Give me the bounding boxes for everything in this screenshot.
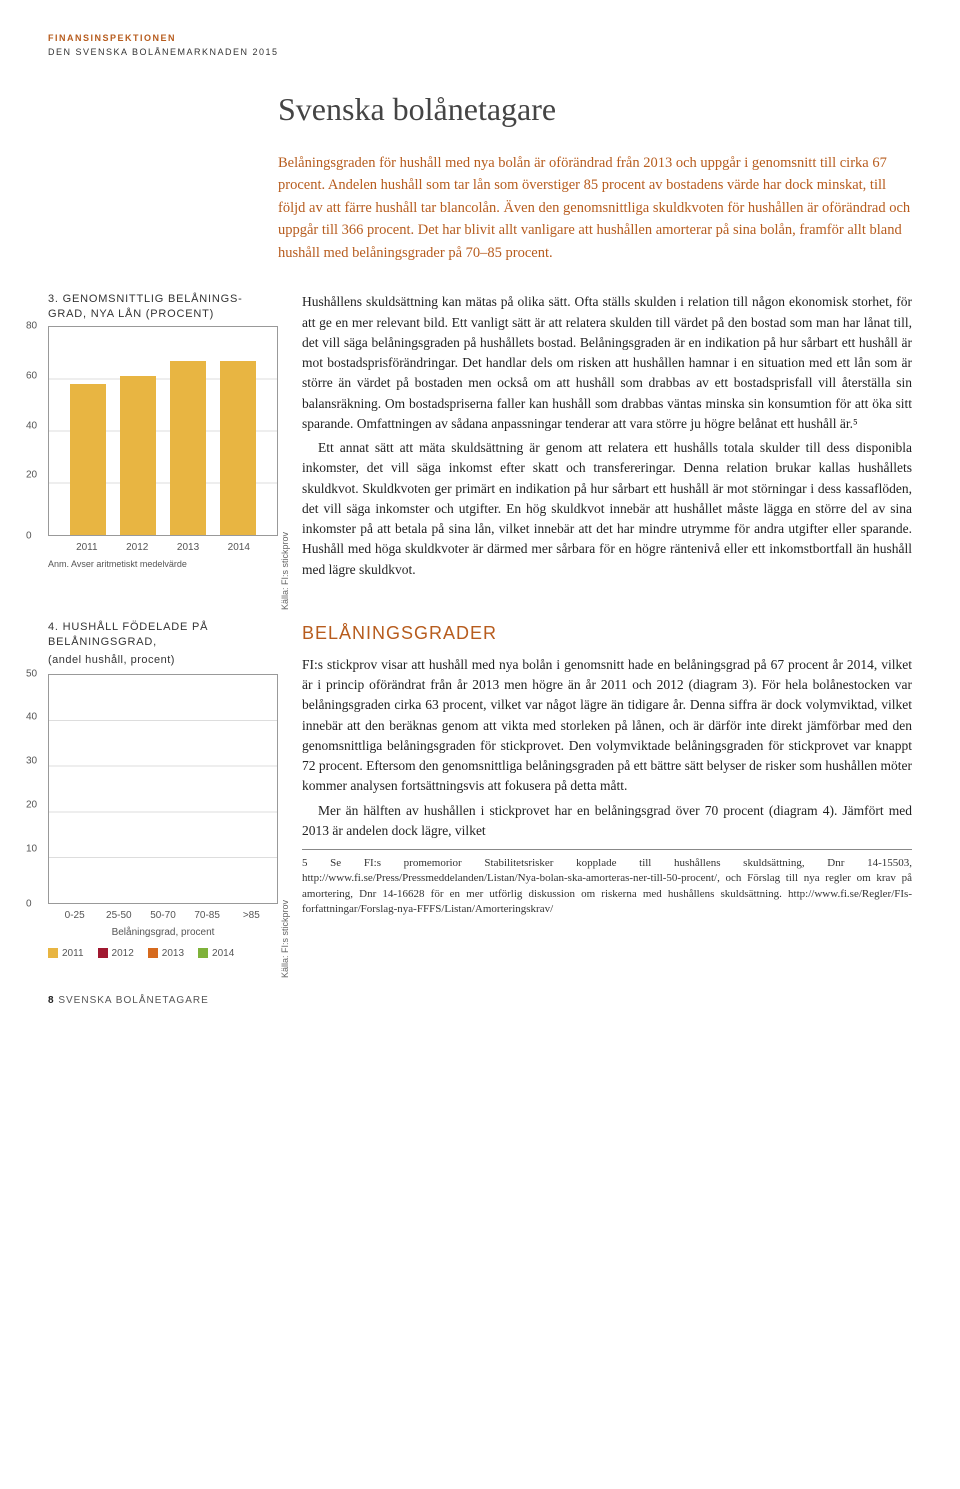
body-p2: Ett annat sätt att mäta skuldsättning är… [302,438,912,580]
chart4-title: 4. HUSHÅLL FÖDELADE PÅ BELÅNINGSGRAD, [48,620,278,650]
chart3-plot [48,326,278,536]
chart4-legend: 2011 2012 2013 2014 [48,948,278,959]
chart3-yticks: 806040200 [26,326,37,536]
chart4-source: Källa: FI:s stickprov [280,900,290,978]
chart4-yticks: 50403020100 [26,674,37,904]
legend-swatch [98,948,108,958]
section-heading: Belåningsgrader [302,620,912,647]
chart4-subtitle: (andel hushåll, procent) [48,654,278,666]
header-line1: FINANSINSPEKTIONEN [48,32,912,46]
chart4-xtitle: Belåningsgrad, procent [48,927,278,938]
body-column-1: Hushållens skuldsättning kan mätas på ol… [302,292,912,584]
legend-swatch [148,948,158,958]
chart3-source: Källa: FI:s stickprov [280,532,290,610]
legend-label: 2012 [112,948,134,959]
body-column-2: Belåningsgrader FI:s stickprov visar att… [302,620,912,959]
page-footer: 8 SVENSKA BOLÅNETAGARE [48,995,912,1006]
section2-p2: Mer än hälften av hushållen i stickprove… [302,801,912,842]
chart3-bar [170,361,206,535]
legend-item: 2012 [98,948,134,959]
chart4-plot [48,674,278,904]
intro-paragraph: Belåningsgraden för hushåll med nya bolå… [278,152,912,264]
chart3-bar [70,384,106,535]
page-number: 8 [48,995,55,1006]
legend-item: 2011 [48,948,84,959]
chart4-xlabels: 0-2525-5050-7070-85>85 [48,910,278,921]
footer-label: SVENSKA BOLÅNETAGARE [58,995,208,1006]
body-p1: Hushållens skuldsättning kan mätas på ol… [302,292,912,434]
legend-swatch [198,948,208,958]
chart3-bar [120,376,156,535]
legend-swatch [48,948,58,958]
chart3-xlabels: 2011201220132014 [48,542,278,553]
legend-item: 2013 [148,948,184,959]
footnote-5: 5 Se FI:s promemorior Stabilitetsrisker … [302,849,912,918]
legend-label: 2014 [212,948,234,959]
section2-p1: FI:s stickprov visar att hushåll med nya… [302,655,912,797]
page-title: Svenska bolånetagare [278,91,912,128]
chart3-bar [220,361,256,535]
chart3-title: 3. GENOMSNITTLIG BELÅNINGS-GRAD, NYA LÅN… [48,292,278,322]
report-header: FINANSINSPEKTIONEN DEN SVENSKA BOLÅNEMAR… [48,32,912,59]
header-line2: DEN SVENSKA BOLÅNEMARKNADEN 2015 [48,46,912,60]
legend-item: 2014 [198,948,234,959]
legend-label: 2013 [162,948,184,959]
legend-label: 2011 [62,948,84,959]
chart3-note: Anm. Avser aritmetiskt medelvärde [48,559,278,569]
